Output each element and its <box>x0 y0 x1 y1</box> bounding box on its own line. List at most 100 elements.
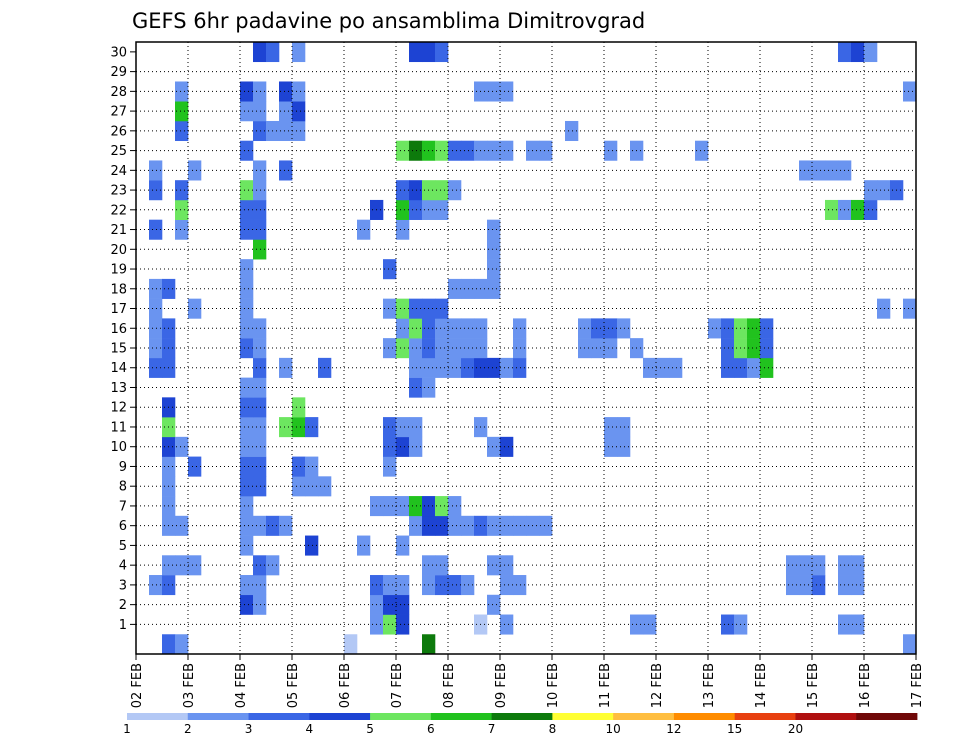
heatmap-cell <box>435 318 449 339</box>
heatmap-cell <box>851 199 865 220</box>
heatmap-cell <box>175 180 189 201</box>
heatmap-cell <box>149 160 163 181</box>
heatmap-cell <box>500 575 514 596</box>
heatmap-cell <box>825 160 839 181</box>
heatmap-cell <box>617 318 631 339</box>
y-tick-label: 22 <box>110 203 127 218</box>
heatmap-cell <box>149 278 163 299</box>
heatmap-cell <box>435 555 449 576</box>
y-tick-label: 13 <box>110 381 127 396</box>
heatmap-cell <box>721 357 735 378</box>
heatmap-cell <box>825 199 839 220</box>
heatmap-cell <box>240 219 254 240</box>
heatmap-cell <box>279 357 293 378</box>
heatmap-cell <box>448 278 462 299</box>
heatmap-cell <box>253 555 267 576</box>
legend-swatch <box>370 713 432 720</box>
x-tick-label: 12 FEB <box>650 663 665 708</box>
heatmap-cell <box>409 496 423 517</box>
heatmap-cell <box>396 594 410 615</box>
heatmap-cell <box>175 199 189 220</box>
y-tick-label: 29 <box>110 65 127 80</box>
legend-label: 6 <box>427 722 435 736</box>
heatmap-cell <box>409 180 423 201</box>
heatmap-cell <box>188 160 202 181</box>
heatmap-cell <box>279 120 293 142</box>
heatmap-cell <box>253 120 267 142</box>
heatmap-cell <box>500 436 514 457</box>
heatmap-cell <box>253 417 267 438</box>
heatmap-cell <box>188 298 202 319</box>
heatmap-cell <box>864 42 878 63</box>
legend-label: 20 <box>788 722 803 736</box>
heatmap-cell <box>864 199 878 220</box>
x-tick-label: 15 FEB <box>806 663 821 708</box>
legend-swatch <box>734 713 796 720</box>
legend-swatch <box>248 713 310 720</box>
heatmap-cell <box>292 120 306 142</box>
heatmap-cell <box>422 634 436 655</box>
heatmap-cell <box>266 42 280 63</box>
heatmap-cell <box>643 614 657 635</box>
heatmap-cell <box>240 377 254 398</box>
heatmap-cell <box>812 555 826 576</box>
heatmap-cell <box>409 298 423 319</box>
heatmap-cell <box>383 417 397 438</box>
heatmap-cell <box>539 140 553 161</box>
heatmap-cell <box>253 101 267 122</box>
heatmap-cell <box>175 120 189 142</box>
heatmap-cell <box>383 456 397 477</box>
heatmap-cell <box>253 357 267 378</box>
x-tick-label: 08 FEB <box>442 663 457 708</box>
heatmap-cell <box>513 338 527 359</box>
legend-swatch <box>613 713 675 720</box>
heatmap-cell <box>253 318 267 339</box>
x-tick-label: 11 FEB <box>598 663 613 708</box>
heatmap-cell <box>279 81 293 102</box>
heatmap-cell <box>175 436 189 457</box>
heatmap-cell <box>240 338 254 359</box>
heatmap-cell <box>253 397 267 418</box>
heatmap-cell <box>487 515 501 536</box>
heatmap-cell <box>279 101 293 122</box>
heatmap-cell <box>149 575 163 596</box>
heatmap-cell <box>383 298 397 319</box>
heatmap-cell <box>448 180 462 201</box>
y-tick-label: 14 <box>110 361 127 376</box>
heatmap-cell <box>409 417 423 438</box>
heatmap-cell <box>149 180 163 201</box>
heatmap-cell <box>695 140 709 161</box>
heatmap-cell <box>604 417 618 438</box>
heatmap-cell <box>292 397 306 418</box>
heatmap-cell <box>253 456 267 477</box>
heatmap-cell <box>487 555 501 576</box>
y-tick-label: 25 <box>110 144 127 159</box>
y-tick-label: 23 <box>110 184 127 199</box>
heatmap-cell <box>487 278 501 299</box>
heatmap-cell <box>903 298 917 319</box>
legend-label: 7 <box>488 722 496 736</box>
heatmap-cell <box>669 357 683 378</box>
color-legend: 1 2 3 4 5 6 7 8 10 12 15 20 <box>123 713 918 736</box>
y-tick-label: 12 <box>110 401 127 416</box>
heatmap-cell <box>253 219 267 240</box>
heatmap-cell <box>240 180 254 201</box>
heatmap-cell <box>279 515 293 536</box>
heatmap-cell <box>708 318 722 339</box>
heatmap-cell <box>435 515 449 536</box>
heatmap-cell <box>409 436 423 457</box>
legend-swatch <box>430 713 493 720</box>
y-tick-label: 30 <box>110 45 127 60</box>
heatmap-cell <box>604 338 618 359</box>
heatmap-cell <box>851 614 865 635</box>
x-tick-label: 10 FEB <box>546 663 561 708</box>
heatmap-cell <box>279 160 293 181</box>
heatmap-cell <box>812 575 826 596</box>
heatmap-cell <box>799 555 813 576</box>
y-axis: 1234567891011121314151617181920212223242… <box>110 45 136 633</box>
heatmap-cell <box>643 357 657 378</box>
heatmap-cell <box>513 515 527 536</box>
heatmap-cell <box>175 515 189 536</box>
y-tick-label: 26 <box>110 124 127 139</box>
y-tick-label: 18 <box>110 282 127 297</box>
